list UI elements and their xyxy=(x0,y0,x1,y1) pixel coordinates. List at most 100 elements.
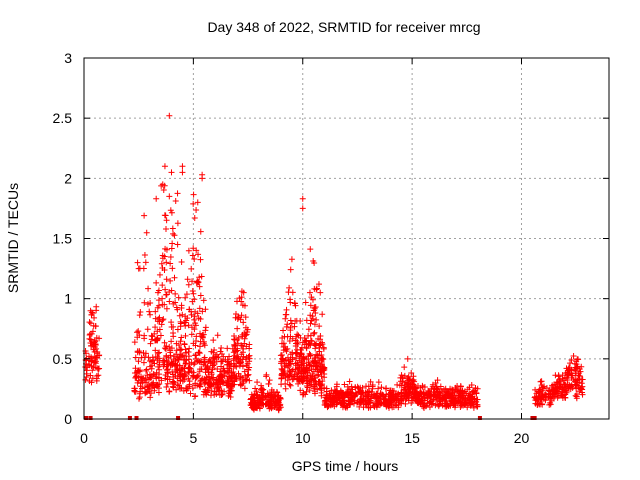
data-point xyxy=(201,354,208,361)
data-point xyxy=(240,378,247,385)
data-point xyxy=(179,163,186,170)
data-point xyxy=(89,367,96,374)
data-point xyxy=(263,373,270,380)
data-point xyxy=(161,345,168,352)
data-point xyxy=(309,313,316,320)
data-point xyxy=(378,384,385,391)
data-point xyxy=(197,256,204,263)
data-point xyxy=(156,314,163,321)
data-point xyxy=(215,388,222,395)
data-point xyxy=(163,276,170,283)
data-point xyxy=(328,387,335,394)
data-point xyxy=(436,392,443,399)
data-point xyxy=(467,402,474,409)
data-point xyxy=(154,337,161,344)
data-point xyxy=(224,345,231,352)
data-point xyxy=(374,390,381,397)
data-point xyxy=(547,399,554,406)
data-point xyxy=(179,169,186,176)
data-point xyxy=(346,401,353,408)
data-point xyxy=(204,365,211,372)
data-point xyxy=(404,355,411,362)
data-point xyxy=(302,299,309,306)
data-point xyxy=(220,379,227,386)
data-point xyxy=(388,396,395,403)
data-point xyxy=(347,397,354,404)
data-point xyxy=(246,358,253,365)
data-point xyxy=(91,314,98,321)
data-point xyxy=(186,345,193,352)
data-point xyxy=(317,381,324,388)
data-point xyxy=(247,395,254,402)
data-point xyxy=(193,247,200,254)
data-point xyxy=(398,382,405,389)
data-point xyxy=(458,392,465,399)
data-point xyxy=(442,403,449,410)
data-point xyxy=(232,342,239,349)
data-point xyxy=(94,348,101,355)
data-point xyxy=(295,332,302,339)
data-point xyxy=(310,363,317,370)
data-point xyxy=(134,259,141,266)
data-point xyxy=(432,393,439,400)
data-point xyxy=(204,387,211,394)
data-point xyxy=(239,333,246,340)
data-point xyxy=(154,381,161,388)
data-point xyxy=(348,383,355,390)
data-point xyxy=(426,404,433,411)
data-point xyxy=(217,368,224,375)
data-point xyxy=(573,382,580,389)
data-point xyxy=(190,200,197,207)
data-point xyxy=(282,315,289,322)
data-point xyxy=(425,387,432,394)
x-tick-label: 5 xyxy=(189,430,197,446)
data-point xyxy=(141,252,148,259)
data-point xyxy=(570,352,577,359)
x-tick-label: 15 xyxy=(404,430,420,446)
data-point xyxy=(554,385,561,392)
data-point xyxy=(155,297,162,304)
y-tick-label: 0 xyxy=(64,411,72,427)
data-point xyxy=(578,363,585,370)
data-point xyxy=(171,232,178,239)
data-point xyxy=(277,402,284,409)
data-point xyxy=(191,359,198,366)
data-point xyxy=(554,394,561,401)
data-point xyxy=(318,373,325,380)
data-point xyxy=(240,289,247,296)
data-point xyxy=(177,338,184,345)
data-point xyxy=(543,393,550,400)
data-point xyxy=(287,382,294,389)
data-point xyxy=(410,373,417,380)
data-point xyxy=(196,283,203,290)
data-point xyxy=(147,394,154,401)
data-point xyxy=(302,391,309,398)
data-point xyxy=(245,371,252,378)
data-point xyxy=(250,406,257,413)
data-point xyxy=(174,220,181,227)
data-point xyxy=(466,390,473,397)
data-point xyxy=(146,308,153,315)
zero-value-marker xyxy=(84,416,89,420)
data-point xyxy=(169,240,176,247)
data-point xyxy=(87,372,94,379)
data-point xyxy=(196,366,203,373)
data-point xyxy=(426,388,433,395)
data-point xyxy=(252,385,259,392)
data-point xyxy=(299,339,306,346)
data-point xyxy=(300,375,307,382)
data-point xyxy=(371,394,378,401)
data-point xyxy=(405,373,412,380)
data-point xyxy=(161,212,168,219)
data-point xyxy=(317,289,324,296)
data-point xyxy=(237,374,244,381)
data-point xyxy=(216,376,223,383)
data-point xyxy=(417,401,424,408)
data-point xyxy=(423,402,430,409)
data-point xyxy=(363,392,370,399)
data-point xyxy=(87,336,94,343)
data-point xyxy=(242,332,249,339)
data-point xyxy=(170,333,177,340)
data-point xyxy=(244,366,251,373)
data-point xyxy=(562,394,569,401)
